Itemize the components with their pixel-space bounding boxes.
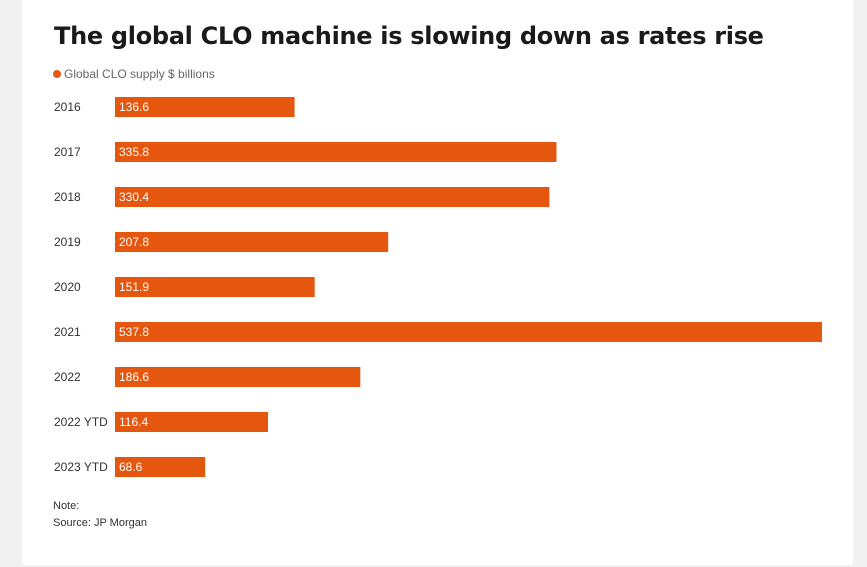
value-label: 136.6 [119,100,149,114]
bar [115,97,295,117]
value-label: 186.6 [119,370,149,384]
legend-label: Global CLO supply $ billions [64,67,215,81]
bar [115,142,557,162]
bar [115,232,389,252]
category-label: 2016 [54,100,81,114]
bar-chart: 2016 136.6 2017 335.8 2018 330.4 2019 207.8 2020… [54,97,822,477]
value-label: 116.4 [119,415,148,429]
note-text: Note: [53,500,80,512]
category-label: 2021 [54,325,81,339]
value-label: 207.8 [119,235,149,249]
bar [115,187,550,207]
chart-card: The global CLO machine is slowing down a… [22,0,853,565]
chart-title: The global CLO machine is slowing down a… [54,22,764,50]
value-label: 330.4 [119,190,149,204]
value-label: 68.6 [119,460,143,474]
value-label: 537.8 [119,325,149,339]
category-label: 2022 YTD [54,415,108,429]
bar [115,412,269,432]
source-text: Source: JP Morgan [53,517,147,529]
category-label: 2023 YTD [54,460,108,474]
category-label: 2020 [54,280,81,294]
bar [115,277,315,297]
chart-footer: Note: Source: JP Morgan [53,498,147,532]
category-label: 2017 [54,145,81,159]
bar [115,322,822,342]
bar [115,367,361,387]
legend-swatch [53,70,61,78]
category-label: 2018 [54,190,81,204]
category-label: 2022 [54,370,81,384]
bar [115,457,206,477]
value-label: 335.8 [119,145,149,159]
category-label: 2019 [54,235,81,249]
legend: Global CLO supply $ billions [53,66,215,82]
value-label: 151.9 [119,280,149,294]
